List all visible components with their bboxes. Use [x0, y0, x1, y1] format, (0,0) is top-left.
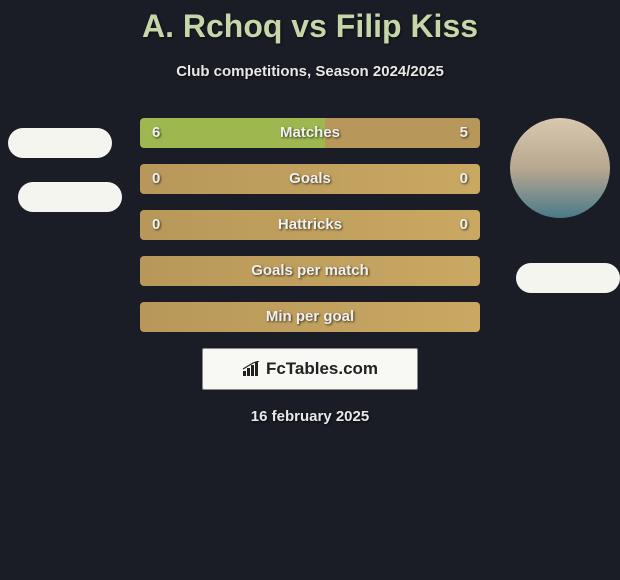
stat-bar-hattricks: 0 Hattricks 0: [140, 210, 480, 240]
avatar-right: [510, 118, 610, 218]
decor-pill-right-1: [516, 263, 620, 293]
subtitle: Club competitions, Season 2024/2025: [0, 63, 620, 80]
stat-label: Goals: [140, 164, 480, 194]
stat-label: Goals per match: [140, 256, 480, 286]
stat-label: Hattricks: [140, 210, 480, 240]
logo-box: FcTables.com: [202, 348, 418, 390]
infographic-container: A. Rchoq vs Filip Kiss Club competitions…: [0, 0, 620, 425]
page-title: A. Rchoq vs Filip Kiss: [0, 8, 620, 45]
stat-label: Matches: [140, 118, 480, 148]
stat-value-right: 0: [460, 210, 468, 240]
logo-text: FcTables.com: [242, 359, 378, 379]
stat-bars: 6 Matches 5 0 Goals 0 0 Hattricks 0 Goal…: [140, 118, 480, 332]
logo-label: FcTables.com: [266, 359, 378, 379]
decor-pill-left-1: [8, 128, 112, 158]
stat-label: Min per goal: [140, 302, 480, 332]
stat-bar-goals-per-match: Goals per match: [140, 256, 480, 286]
stat-bar-goals: 0 Goals 0: [140, 164, 480, 194]
stat-value-right: 0: [460, 164, 468, 194]
avatar-right-image: [510, 118, 610, 218]
stat-bar-matches: 6 Matches 5: [140, 118, 480, 148]
date-label: 16 february 2025: [0, 408, 620, 425]
chart-icon: [242, 361, 262, 377]
stat-value-right: 5: [460, 118, 468, 148]
decor-pill-left-2: [18, 182, 122, 212]
stats-area: 6 Matches 5 0 Goals 0 0 Hattricks 0 Goal…: [0, 118, 620, 425]
stat-bar-min-per-goal: Min per goal: [140, 302, 480, 332]
